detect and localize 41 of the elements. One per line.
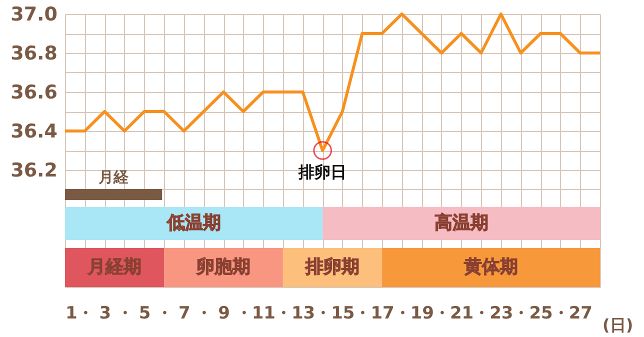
- y-tick-label: 37.0: [10, 4, 58, 26]
- x-tick-label: 1: [66, 304, 78, 324]
- x-tick-label: 15: [331, 304, 355, 324]
- x-tick-label: ・: [196, 304, 213, 324]
- x-tick-label: ・: [394, 304, 411, 324]
- x-tick-label: 7: [178, 304, 190, 324]
- x-tick-label: 13: [291, 304, 316, 324]
- x-tick-label: 9: [218, 304, 230, 324]
- band-label: 月経期: [86, 256, 142, 278]
- y-tick-label: 36.6: [10, 82, 58, 104]
- band-label: 卵胞期: [196, 256, 251, 278]
- x-tick-label: 19: [410, 304, 434, 324]
- band-label: 低温期: [166, 212, 221, 234]
- band-label: 高温期: [434, 212, 488, 234]
- x-tick-label: ・: [314, 304, 332, 324]
- x-tick-label: ・: [552, 304, 570, 324]
- x-tick-label: ・: [274, 304, 292, 324]
- y-tick-label: 36.8: [10, 42, 58, 64]
- x-tick-label: ・: [473, 304, 490, 324]
- x-tick-label: ・: [433, 304, 450, 324]
- x-axis-title: (日): [602, 316, 634, 334]
- x-tick-label: 21: [450, 304, 474, 324]
- x-tick-label: ・: [512, 304, 530, 324]
- x-tick-label: 17: [370, 304, 394, 324]
- y-tick-label: 36.4: [10, 120, 58, 142]
- band-label: 黄体期: [463, 256, 518, 278]
- x-tick-label: ・: [156, 304, 174, 324]
- x-tick-label: 23: [490, 304, 514, 324]
- band-label: 月経: [98, 168, 130, 186]
- x-tick-label: 25: [529, 304, 553, 324]
- x-tick-label: ・: [116, 304, 134, 324]
- x-tick-label: 27: [568, 304, 593, 324]
- x-tick-label: 5: [138, 304, 151, 324]
- x-tick-label: 11: [252, 304, 276, 324]
- x-tick-label: ・: [354, 304, 372, 324]
- x-tick-label: 3: [99, 304, 112, 324]
- annotation: 排卵日: [298, 162, 347, 182]
- x-tick-label: ・: [235, 304, 252, 324]
- band-label: 排卵期: [304, 256, 360, 278]
- x-tick-label: ・: [76, 304, 94, 324]
- y-tick-label: 36.2: [10, 160, 58, 182]
